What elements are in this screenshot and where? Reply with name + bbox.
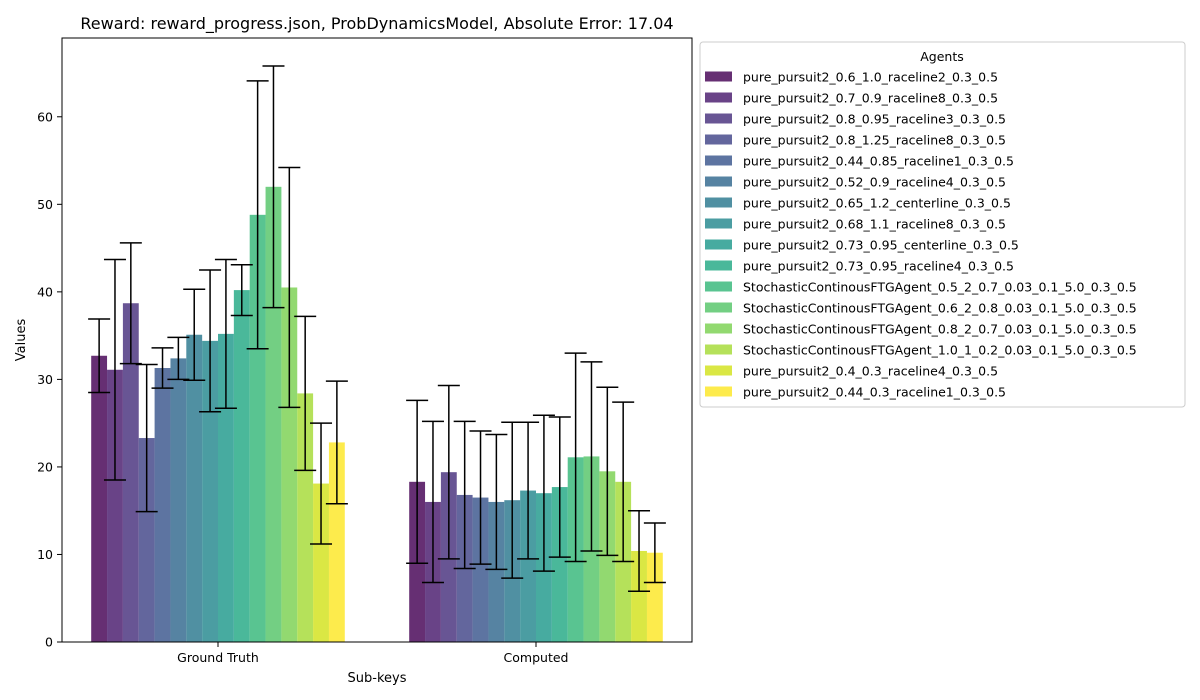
legend-entry-label: pure_pursuit2_0.52_0.9_raceline4_0.3_0.5 <box>743 175 1006 190</box>
legend-swatch <box>705 71 732 82</box>
plot-area: 0 10 20 30 40 50 60 Ground Truth Computed <box>37 37 693 665</box>
legend-entry-label: pure_pursuit2_0.68_1.1_raceline8_0.3_0.5 <box>743 217 1006 232</box>
bar <box>122 303 139 642</box>
legend: Agents pure_pursuit2_0.6_1.0_raceline2_0… <box>699 41 1186 408</box>
y-tick-label: 10 <box>37 547 53 562</box>
bar <box>202 340 218 642</box>
y-axis-label: Values <box>14 319 29 362</box>
bar <box>91 355 108 642</box>
legend-entry-label: pure_pursuit2_0.73_0.95_raceline4_0.3_0.… <box>743 259 1014 274</box>
y-tick-label: 30 <box>37 372 53 387</box>
legend-title: Agents <box>920 49 964 64</box>
legend-entry-label: StochasticContinousFTGAgent_0.8_2_0.7_0.… <box>743 322 1137 337</box>
legend-swatch <box>705 281 732 292</box>
legend-entry-label: StochasticContinousFTGAgent_1.0_1_0.2_0.… <box>743 343 1137 358</box>
bar <box>233 290 250 642</box>
bar <box>472 497 489 642</box>
bar <box>313 483 329 642</box>
legend-entry-label: pure_pursuit2_0.44_0.3_raceline1_0.3_0.5 <box>743 385 1006 400</box>
legend-swatch <box>705 218 732 229</box>
legend-entry-label: StochasticContinousFTGAgent_0.5_2_0.7_0.… <box>743 280 1137 295</box>
legend-swatch <box>705 113 732 124</box>
legend-entry-label: pure_pursuit2_0.65_1.2_centerline_0.3_0.… <box>743 196 1011 211</box>
legend-swatch <box>705 365 732 376</box>
x-axis-label: Sub-keys <box>348 671 407 686</box>
y-tick-label: 0 <box>45 635 53 650</box>
bar <box>281 287 298 642</box>
bar <box>297 393 314 642</box>
y-tick-label: 50 <box>37 197 53 212</box>
bar <box>551 487 568 642</box>
legend-swatch <box>705 92 732 103</box>
legend-swatch <box>705 260 732 271</box>
legend-entry-label: pure_pursuit2_0.7_0.9_raceline8_0.3_0.5 <box>743 91 998 106</box>
bar <box>488 501 505 642</box>
bar <box>599 471 616 642</box>
y-tick-label: 20 <box>37 459 53 474</box>
legend-swatch <box>705 176 732 187</box>
legend-entry-label: pure_pursuit2_0.44_0.85_raceline1_0.3_0.… <box>743 154 1014 169</box>
bar <box>107 369 123 642</box>
bar <box>154 368 171 642</box>
legend-entry-label: pure_pursuit2_0.6_1.0_raceline2_0.3_0.5 <box>743 70 998 85</box>
bar <box>186 334 203 642</box>
legend-swatch <box>705 134 732 145</box>
legend-entry-label: pure_pursuit2_0.8_1.25_raceline8_0.3_0.5 <box>743 133 1006 148</box>
legend-swatch <box>705 302 732 313</box>
legend-entry-label: pure_pursuit2_0.8_0.95_raceline3_0.3_0.5 <box>743 112 1006 127</box>
legend-swatch <box>705 386 732 397</box>
bar <box>328 442 345 642</box>
bar <box>170 358 187 642</box>
legend-swatch <box>705 155 732 166</box>
bar <box>646 552 663 642</box>
bar <box>631 550 647 642</box>
chart-title: Reward: reward_progress.json, ProbDynami… <box>80 14 673 34</box>
x-tick-label: Computed <box>504 650 569 665</box>
legend-entry-label: pure_pursuit2_0.73_0.95_centerline_0.3_0… <box>743 238 1019 253</box>
legend-swatch <box>705 344 732 355</box>
y-tick-label: 60 <box>37 109 53 124</box>
bar <box>218 333 234 642</box>
bar <box>265 186 282 643</box>
y-tick-label: 40 <box>37 284 53 299</box>
x-tick-label: Ground Truth <box>177 650 259 665</box>
legend-swatch <box>705 323 732 334</box>
bar <box>520 490 536 642</box>
bar <box>249 214 266 642</box>
axes-frame <box>61 37 693 643</box>
bar <box>138 438 155 642</box>
legend-swatch <box>705 239 732 250</box>
legend-frame <box>699 41 1186 408</box>
legend-entry-label: pure_pursuit2_0.4_0.3_raceline4_0.3_0.5 <box>743 364 998 379</box>
legend-entry-label: StochasticContinousFTGAgent_0.6_2_0.8_0.… <box>743 301 1137 316</box>
legend-swatch <box>705 197 732 208</box>
